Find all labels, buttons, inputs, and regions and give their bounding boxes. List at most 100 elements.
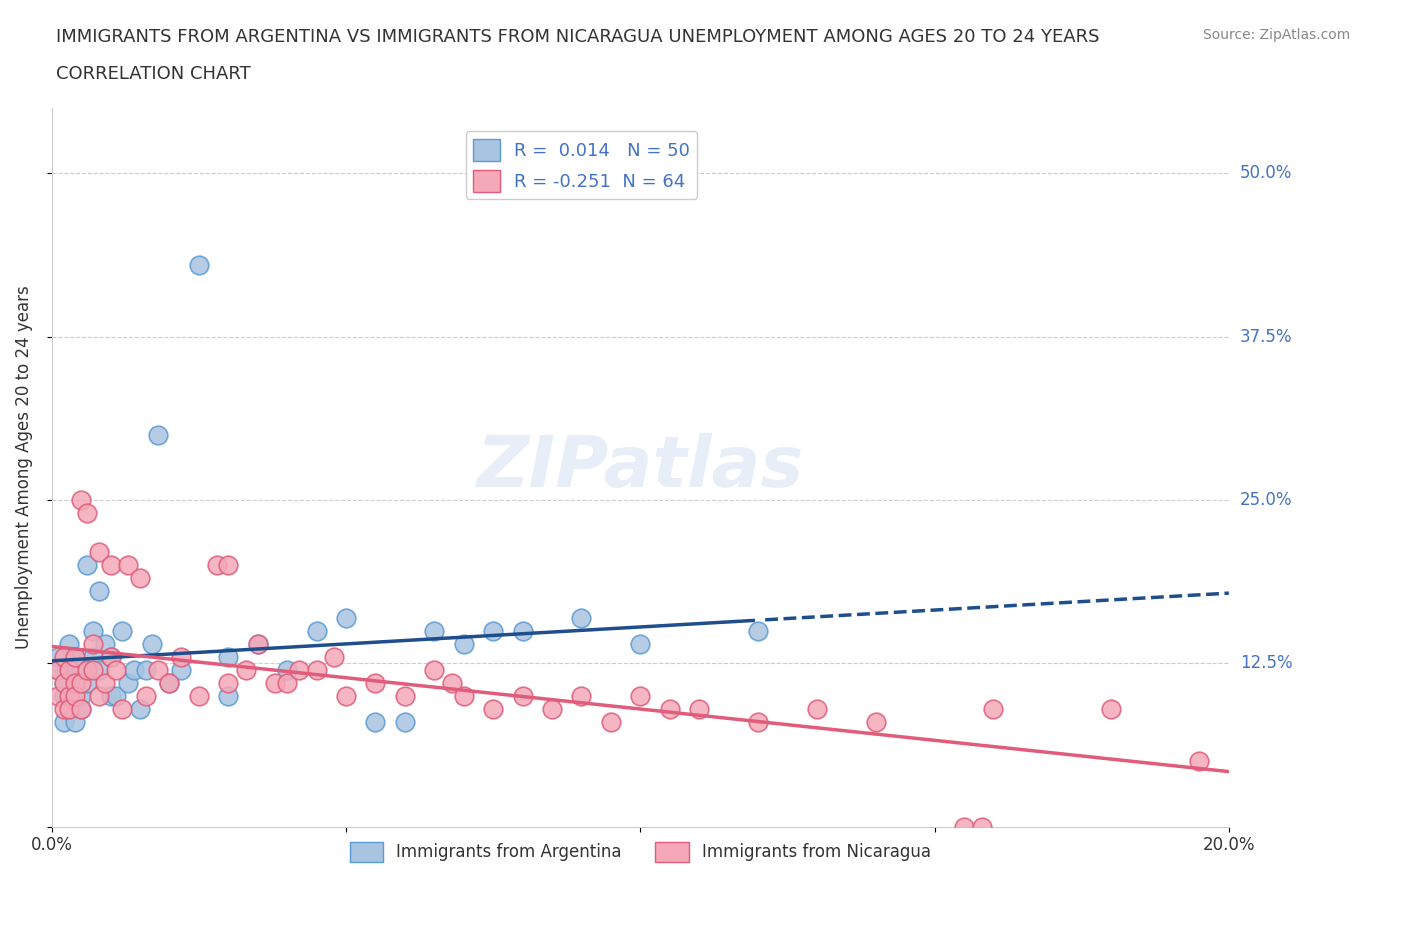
Point xyxy=(323,649,346,664)
Point xyxy=(187,688,209,703)
Point xyxy=(58,662,80,677)
Point xyxy=(512,623,534,638)
Point xyxy=(70,701,93,716)
Point xyxy=(82,623,104,638)
Point xyxy=(440,675,463,690)
Point xyxy=(87,688,110,703)
Legend: Immigrants from Argentina, Immigrants from Nicaragua: Immigrants from Argentina, Immigrants fr… xyxy=(343,835,938,869)
Point xyxy=(117,675,139,690)
Point xyxy=(276,662,298,677)
Text: 12.5%: 12.5% xyxy=(1240,655,1292,672)
Point xyxy=(87,584,110,599)
Text: 50.0%: 50.0% xyxy=(1240,165,1292,182)
Point xyxy=(170,649,193,664)
Point xyxy=(628,688,651,703)
Point xyxy=(246,636,269,651)
Point xyxy=(65,715,87,730)
Point xyxy=(65,675,87,690)
Point xyxy=(305,662,328,677)
Point xyxy=(105,688,128,703)
Point xyxy=(70,493,93,508)
Point xyxy=(135,662,157,677)
Point xyxy=(394,715,416,730)
Point xyxy=(58,662,80,677)
Point xyxy=(87,545,110,560)
Point xyxy=(82,636,104,651)
Point xyxy=(423,623,446,638)
Point xyxy=(747,623,769,638)
Point xyxy=(100,558,122,573)
Point xyxy=(46,662,69,677)
Point xyxy=(58,688,80,703)
Point xyxy=(806,701,828,716)
Text: Source: ZipAtlas.com: Source: ZipAtlas.com xyxy=(1202,28,1350,42)
Point xyxy=(217,675,239,690)
Point xyxy=(52,675,75,690)
Point xyxy=(983,701,1005,716)
Point xyxy=(688,701,710,716)
Point xyxy=(970,819,993,834)
Text: 25.0%: 25.0% xyxy=(1240,491,1292,509)
Point xyxy=(65,675,87,690)
Point xyxy=(129,571,152,586)
Point xyxy=(146,427,169,442)
Point xyxy=(141,636,163,651)
Point xyxy=(571,688,593,703)
Point xyxy=(46,649,69,664)
Point xyxy=(146,662,169,677)
Point xyxy=(76,662,98,677)
Point xyxy=(122,662,145,677)
Point xyxy=(58,701,80,716)
Point xyxy=(394,688,416,703)
Point xyxy=(111,623,134,638)
Point xyxy=(135,688,157,703)
Point xyxy=(58,636,80,651)
Point xyxy=(217,649,239,664)
Point xyxy=(100,649,122,664)
Point xyxy=(58,688,80,703)
Point xyxy=(93,675,115,690)
Point xyxy=(159,675,181,690)
Point xyxy=(865,715,887,730)
Point xyxy=(105,662,128,677)
Point xyxy=(87,662,110,677)
Point xyxy=(235,662,257,677)
Point xyxy=(70,688,93,703)
Point xyxy=(541,701,564,716)
Point xyxy=(599,715,621,730)
Point xyxy=(159,675,181,690)
Point xyxy=(217,688,239,703)
Point xyxy=(100,688,122,703)
Point xyxy=(423,662,446,677)
Text: ZIPatlas: ZIPatlas xyxy=(477,432,804,502)
Point xyxy=(46,662,69,677)
Point xyxy=(953,819,976,834)
Point xyxy=(46,688,69,703)
Point xyxy=(93,636,115,651)
Point xyxy=(65,649,87,664)
Point xyxy=(170,662,193,677)
Point xyxy=(65,688,87,703)
Point xyxy=(335,610,357,625)
Point xyxy=(65,649,87,664)
Point xyxy=(264,675,287,690)
Point xyxy=(187,258,209,272)
Point xyxy=(52,688,75,703)
Point xyxy=(364,715,387,730)
Point xyxy=(70,675,93,690)
Point xyxy=(747,715,769,730)
Point xyxy=(52,649,75,664)
Point xyxy=(129,701,152,716)
Point xyxy=(111,701,134,716)
Point xyxy=(100,649,122,664)
Point xyxy=(628,636,651,651)
Point xyxy=(217,558,239,573)
Point xyxy=(658,701,681,716)
Point xyxy=(76,558,98,573)
Point xyxy=(512,688,534,703)
Point xyxy=(70,701,93,716)
Point xyxy=(76,675,98,690)
Point xyxy=(482,623,505,638)
Point xyxy=(82,662,104,677)
Point xyxy=(82,649,104,664)
